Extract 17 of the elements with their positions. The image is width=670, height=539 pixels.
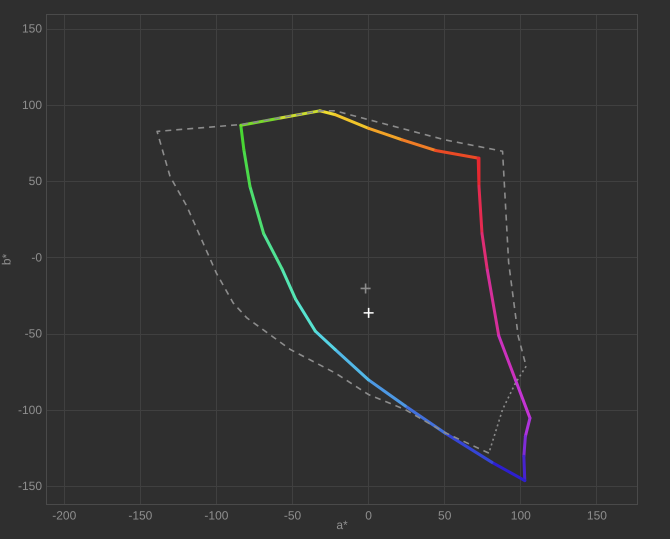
x-tick-label: 150 [586, 508, 608, 523]
x-axis-title: a* [336, 518, 348, 532]
y-tick-label: -150 [18, 479, 42, 494]
y-tick-label: -0 [31, 250, 42, 264]
x-tick-label: 50 [438, 508, 452, 523]
y-tick-label: 150 [22, 22, 42, 36]
y-tick-label: 50 [28, 174, 42, 188]
y-tick-label: -100 [18, 402, 42, 417]
x-tick-label: 0 [365, 508, 372, 523]
x-tick-label: 100 [510, 508, 532, 523]
x-tick-label: -50 [284, 508, 302, 523]
y-tick-label: -50 [24, 326, 42, 341]
x-tick-label: -100 [204, 508, 229, 523]
x-tick-label: -150 [128, 508, 153, 523]
x-tick-label: -200 [52, 508, 77, 523]
y-tick-label: 100 [22, 98, 42, 112]
y-axis-title: b* [0, 254, 14, 266]
